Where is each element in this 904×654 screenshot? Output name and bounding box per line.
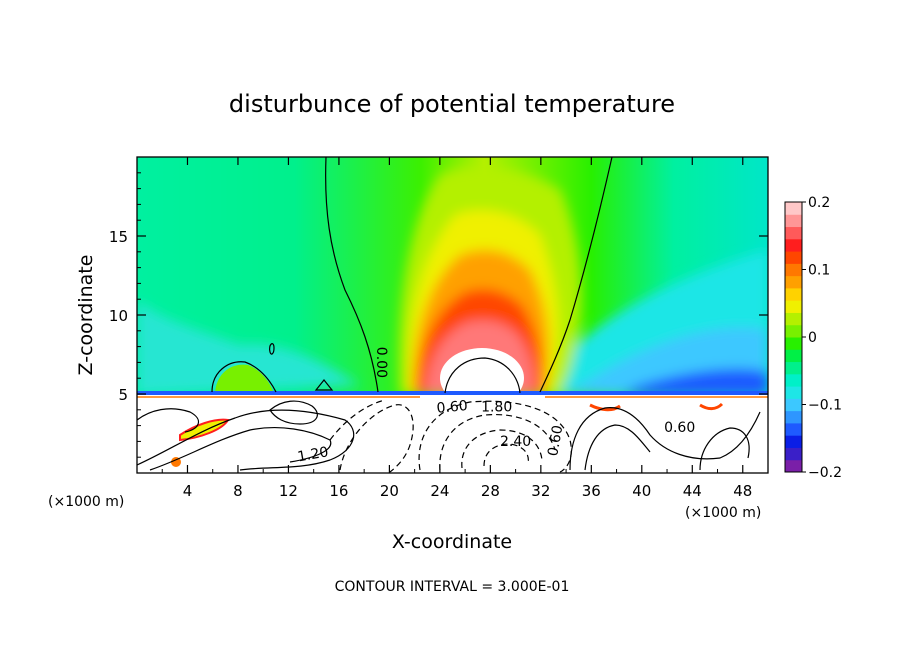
x-unit-right: (×1000 m)	[685, 505, 761, 521]
x-tick-label: 16	[329, 482, 348, 500]
colorbar-swatch	[785, 386, 802, 399]
colorbar-tick-label: 0.1	[808, 263, 830, 279]
y-axis-label: Z-coordinate	[75, 255, 97, 376]
contour-interval-note: CONTOUR INTERVAL = 3.000E-01	[335, 579, 570, 595]
contour-small-loop	[268, 343, 275, 355]
dashed-contour-4	[483, 443, 529, 467]
x-axis-label: X-coordinate	[392, 531, 512, 553]
colorbar-swatch	[785, 226, 802, 240]
plot-area: 0.00 1.20 0.60 2.40 0.60 1.80 0.60	[137, 157, 768, 473]
lower-contour-7	[269, 400, 318, 425]
colorbar-swatch	[785, 238, 802, 252]
contour-lines	[137, 157, 761, 471]
colorbar-swatch	[785, 312, 802, 326]
x-tick-label: 24	[430, 482, 449, 500]
chart-title: disturbunce of potential temperature	[229, 90, 675, 118]
contour-label: 0.60	[436, 398, 468, 417]
x-tick-label: 40	[632, 482, 651, 500]
x-tick-label: 36	[582, 482, 601, 500]
lower-contour-4	[569, 407, 761, 471]
colorbar: 0.2 0.1 0 −0.1 −0.2	[784, 195, 842, 481]
colorbar-swatch	[785, 214, 802, 228]
y-axis-ticks: 5 10 15	[109, 172, 768, 458]
contour-label: 0.60	[545, 424, 566, 457]
x-tick-label: 32	[531, 482, 550, 500]
contour-label: 1.80	[481, 399, 512, 415]
contour-blob-left	[211, 361, 277, 393]
cold-spot-right-2	[699, 402, 724, 411]
lower-contour-1	[137, 409, 355, 471]
colorbar-swatch	[785, 422, 802, 436]
colorbar-swatch	[785, 373, 802, 387]
x-tick-label: 20	[380, 482, 399, 500]
x-tick-label: 4	[183, 482, 193, 500]
colorbar-swatch	[785, 275, 802, 289]
y-tick-label: 5	[118, 386, 128, 404]
dashed-contour-1	[418, 400, 572, 473]
contour-label: 0.60	[664, 420, 695, 436]
colorbar-swatch	[785, 287, 802, 301]
x-unit-left: (×1000 m)	[48, 494, 124, 510]
y-tick-label: 10	[109, 307, 128, 325]
dashed-contour-5	[339, 404, 414, 473]
colorbar-swatch	[785, 349, 802, 363]
x-tick-label: 28	[481, 482, 500, 500]
colorbar-swatch	[785, 324, 802, 338]
colorbar-swatch	[785, 447, 802, 461]
colorbar-swatch	[785, 361, 802, 375]
upper-field-layers	[137, 166, 768, 395]
lower-contour-5	[584, 424, 651, 471]
dashed-contour-6	[329, 399, 386, 441]
contour-label: 0.00	[373, 347, 389, 378]
dashed-contours	[329, 399, 572, 473]
colorbar-tick-label: 0	[808, 330, 817, 346]
contour-core	[444, 357, 521, 394]
x-tick-label: 48	[733, 482, 752, 500]
x-tick-label: 8	[233, 482, 243, 500]
blue-region-right	[620, 368, 768, 395]
colorbar-swatch	[785, 337, 802, 350]
contour-label: 1.20	[296, 444, 329, 465]
colorbar-swatch	[785, 202, 802, 215]
warm-dot-left	[171, 457, 181, 467]
contour-label-layer: 0.00 1.20 0.60 2.40 0.60 1.80 0.60	[296, 347, 695, 466]
lower-contour-3	[137, 408, 200, 433]
x-tick-label: 12	[279, 482, 298, 500]
lower-contour-6	[699, 427, 750, 471]
contour-small-triangle	[314, 379, 334, 391]
cold-spot-right	[589, 403, 621, 412]
lower-contour-2	[149, 427, 332, 471]
colorbar-tick-label: 0.2	[808, 195, 830, 211]
colorbar-swatch	[785, 459, 802, 473]
colorbar-tick-label: −0.2	[808, 465, 842, 481]
colorbar-swatch	[785, 300, 802, 313]
colorbar-swatch	[785, 263, 802, 277]
x-axis-ticks: 4 8 12 16 20 24 28 32 36 40 44 48	[161, 157, 752, 500]
colorbar-swatch	[785, 410, 802, 424]
colorbar-tick-label: −0.1	[808, 398, 842, 414]
y-tick-label: 15	[109, 228, 128, 246]
green-blob-left	[215, 364, 274, 395]
zero-contour-right	[539, 157, 613, 393]
dashed-contour-2	[439, 413, 556, 471]
dashed-contour-3	[461, 429, 543, 469]
contour-label: 2.40	[500, 434, 531, 450]
colorbar-swatch	[785, 435, 802, 448]
colorbar-swatch	[785, 398, 802, 412]
zero-contour-left	[325, 157, 379, 393]
colorbar-swatch	[785, 251, 802, 264]
x-tick-label: 44	[683, 482, 702, 500]
cyan-region-left	[137, 300, 360, 395]
